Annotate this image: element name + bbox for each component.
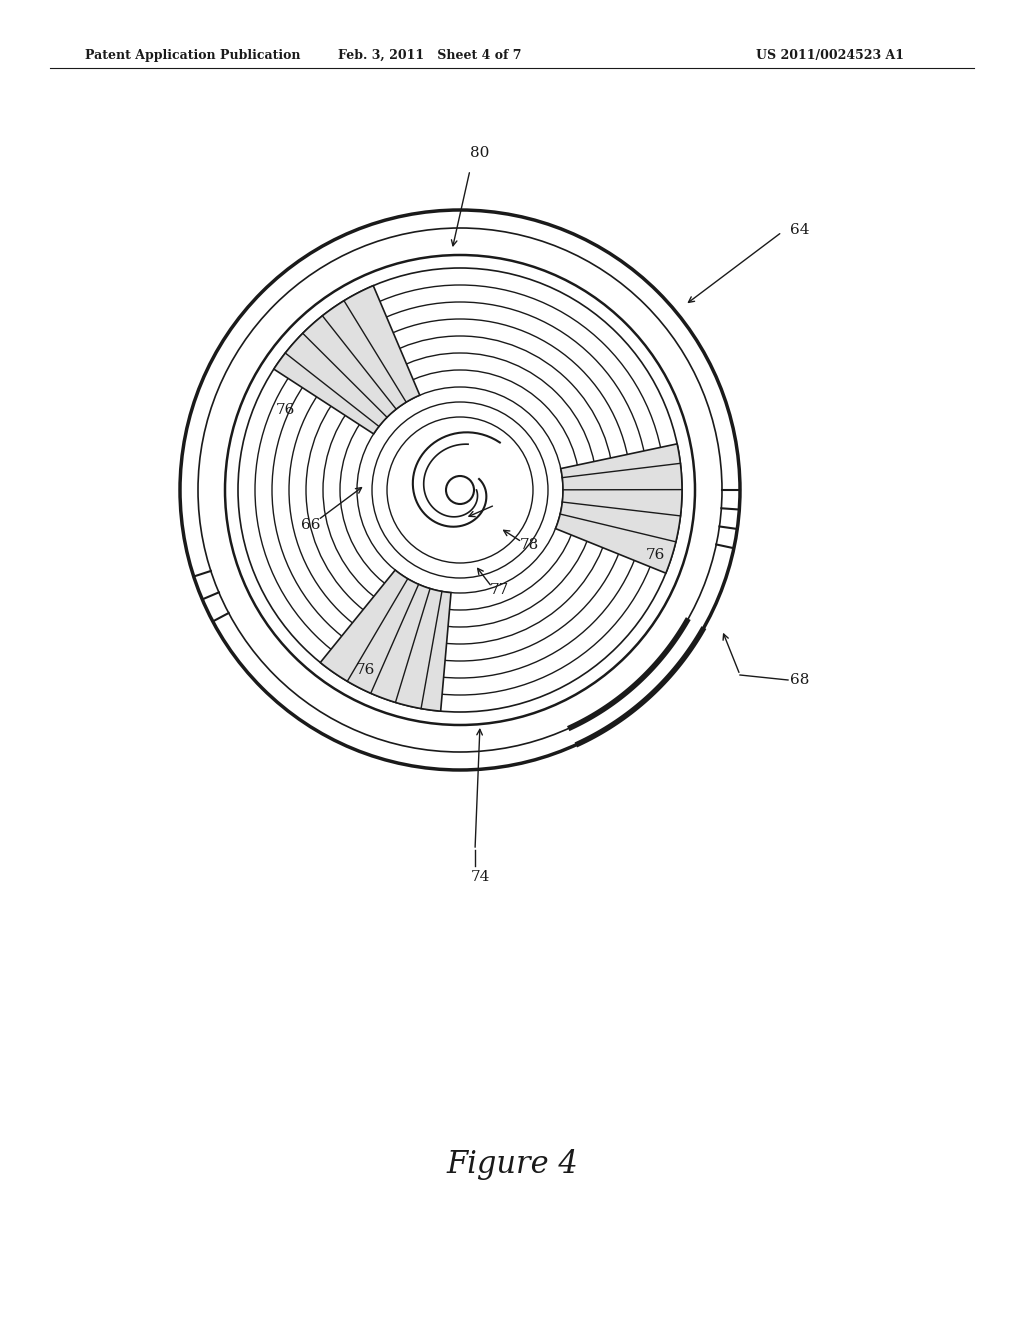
Text: 64: 64 <box>790 223 810 238</box>
Text: 68: 68 <box>790 673 809 686</box>
Text: 76: 76 <box>355 663 375 677</box>
Text: 80: 80 <box>470 147 489 160</box>
Text: 77: 77 <box>490 583 509 597</box>
Text: 66: 66 <box>300 517 319 532</box>
Polygon shape <box>555 444 682 573</box>
Text: US 2011/0024523 A1: US 2011/0024523 A1 <box>756 49 904 62</box>
Text: Patent Application Publication: Patent Application Publication <box>85 49 300 62</box>
Text: Figure 4: Figure 4 <box>446 1150 578 1180</box>
Text: 76: 76 <box>275 403 295 417</box>
Text: 78: 78 <box>520 539 540 552</box>
Text: Feb. 3, 2011   Sheet 4 of 7: Feb. 3, 2011 Sheet 4 of 7 <box>338 49 522 62</box>
Text: 76: 76 <box>645 548 665 562</box>
Polygon shape <box>321 570 451 711</box>
Polygon shape <box>273 285 420 434</box>
Text: 74: 74 <box>470 870 489 884</box>
